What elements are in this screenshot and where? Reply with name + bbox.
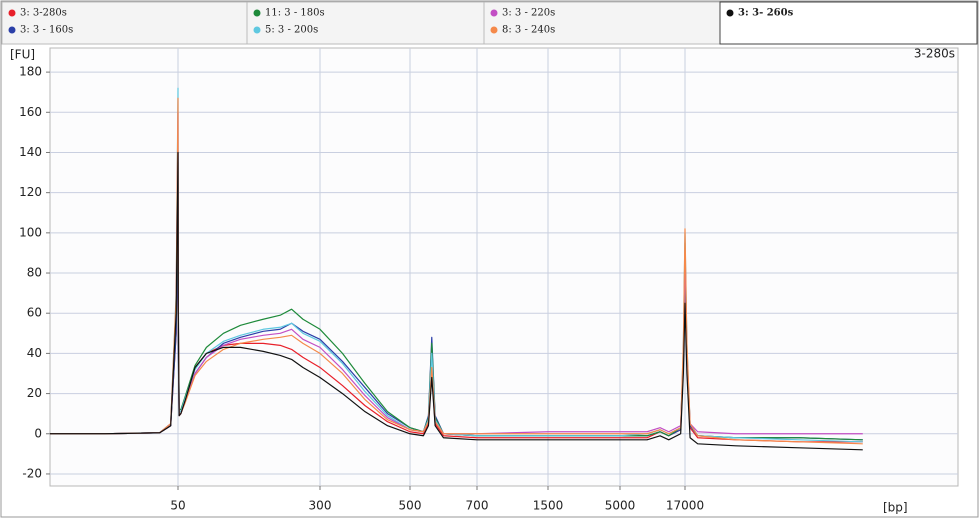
legend-cell <box>483 1 721 45</box>
legend-marker <box>253 9 261 17</box>
legend-marker <box>8 9 16 17</box>
legend-marker <box>8 26 16 34</box>
x-tick-label: 300 <box>309 499 332 513</box>
legend-marker <box>253 26 261 34</box>
legend-marker <box>726 9 734 17</box>
legend-cell <box>1 1 248 45</box>
x-tick-label: 500 <box>399 499 422 513</box>
y-tick-label: 180 <box>19 65 42 79</box>
x-axis-label: [bp] <box>883 501 908 515</box>
y-axis-label: [FU] <box>10 48 35 62</box>
legend-marker <box>490 9 498 17</box>
legend: 3: 3-280s 3: 3 - 160s 11: 3 - 180s 5: 3 - 2… <box>1 1 978 45</box>
y-tick-label: 100 <box>19 225 42 239</box>
series-line <box>50 151 863 451</box>
y-tick-label: 160 <box>19 105 42 119</box>
plot-area <box>49 47 959 487</box>
x-tick-label: 5000 <box>605 499 636 513</box>
y-tick-label: -20 <box>22 466 42 480</box>
lines <box>50 87 863 451</box>
legend-marker <box>490 26 498 34</box>
legend-label: 3: 3-280s <box>20 8 67 19</box>
y-tick-label: 120 <box>19 185 42 199</box>
y-tick-label: 140 <box>19 145 42 159</box>
legend-label: 11: 3 - 180s <box>265 8 325 19</box>
legend-cell <box>246 1 485 45</box>
y-tick-label: 60 <box>27 306 42 320</box>
grid: -20 0 20 40 60 80 100 120 140 160 180 50 300 500 700 15… <box>19 48 958 513</box>
legend-label: 3: 3 - 220s <box>502 8 555 19</box>
legend-label: 5: 3 - 200s <box>265 25 318 36</box>
legend-cell <box>719 1 978 45</box>
x-tick-label: 50 <box>170 499 185 513</box>
legend-label: 3: 3 - 160s <box>20 25 73 36</box>
y-tick-label: 80 <box>27 266 42 280</box>
x-tick-label: 1500 <box>533 499 564 513</box>
labels: [FU] [bp] 3-280s <box>10 47 955 515</box>
x-tick-label: 700 <box>466 499 489 513</box>
y-tick-label: 40 <box>27 346 42 360</box>
legend-label: 8: 3 - 240s <box>502 25 555 36</box>
legend-label: 3: 3- 260s <box>738 8 794 19</box>
y-tick-label: 0 <box>34 426 42 440</box>
annotation: 3-280s <box>914 47 955 61</box>
y-tick-label: 20 <box>27 386 42 400</box>
x-tick-label: 17000 <box>666 499 704 513</box>
